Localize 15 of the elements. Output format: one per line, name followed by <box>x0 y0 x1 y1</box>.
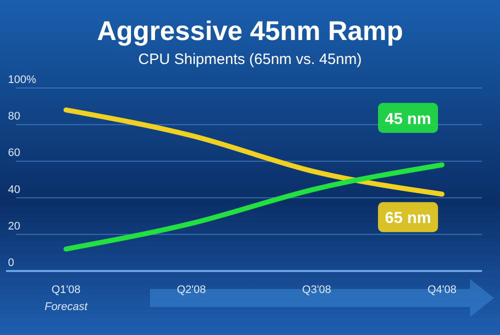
x-tick-label: Q4'08 <box>427 284 457 296</box>
y-tick-label: 40 <box>8 184 20 196</box>
x-tick-label: Q1'08 <box>51 284 81 296</box>
x-tick-label: Q2'08 <box>176 284 206 296</box>
y-tick-label: 20 <box>8 220 20 232</box>
chart-subtitle: CPU Shipments (65nm vs. 45nm) <box>138 51 362 68</box>
text: Forecast <box>44 301 88 313</box>
y-tick-label: 60 <box>8 147 20 160</box>
y-tick-label: 0 <box>8 257 14 269</box>
x-tick-label: Q3'08 <box>302 284 332 296</box>
chart-title: Aggressive 45nm Ramp <box>96 16 404 46</box>
y-tick-label: 80 <box>8 110 20 123</box>
y-tick-label: 100% <box>8 74 36 86</box>
series-label: 65 nm <box>384 210 432 228</box>
text: 45 nm <box>384 110 432 128</box>
